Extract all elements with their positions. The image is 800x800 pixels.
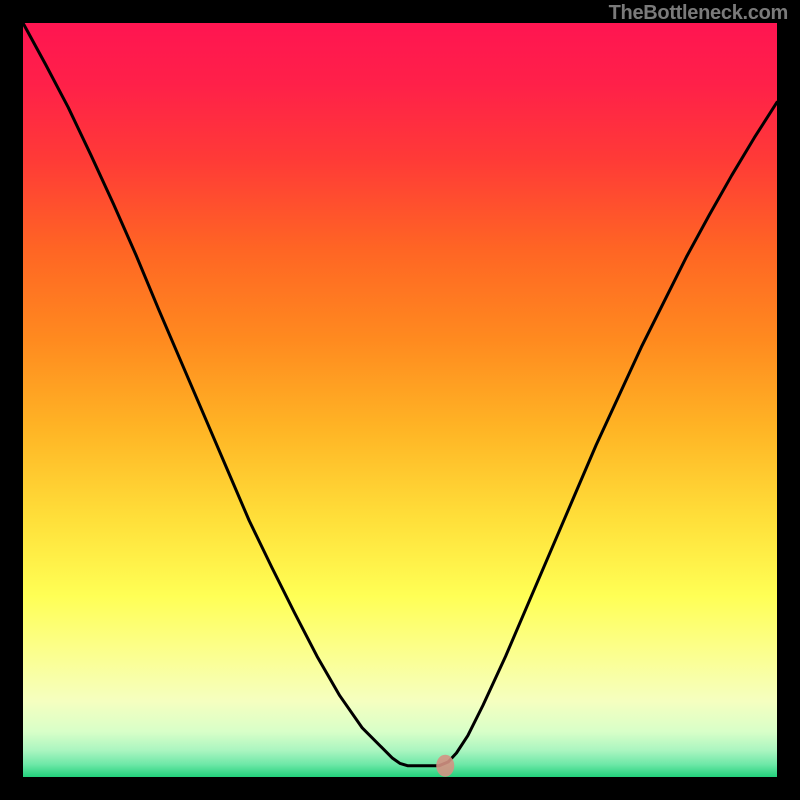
chart-container: TheBottleneck.com [0,0,800,800]
watermark-text: TheBottleneck.com [609,2,788,25]
bottleneck-chart-svg [0,0,800,800]
plot-background [23,23,777,777]
optimum-marker [436,755,454,777]
